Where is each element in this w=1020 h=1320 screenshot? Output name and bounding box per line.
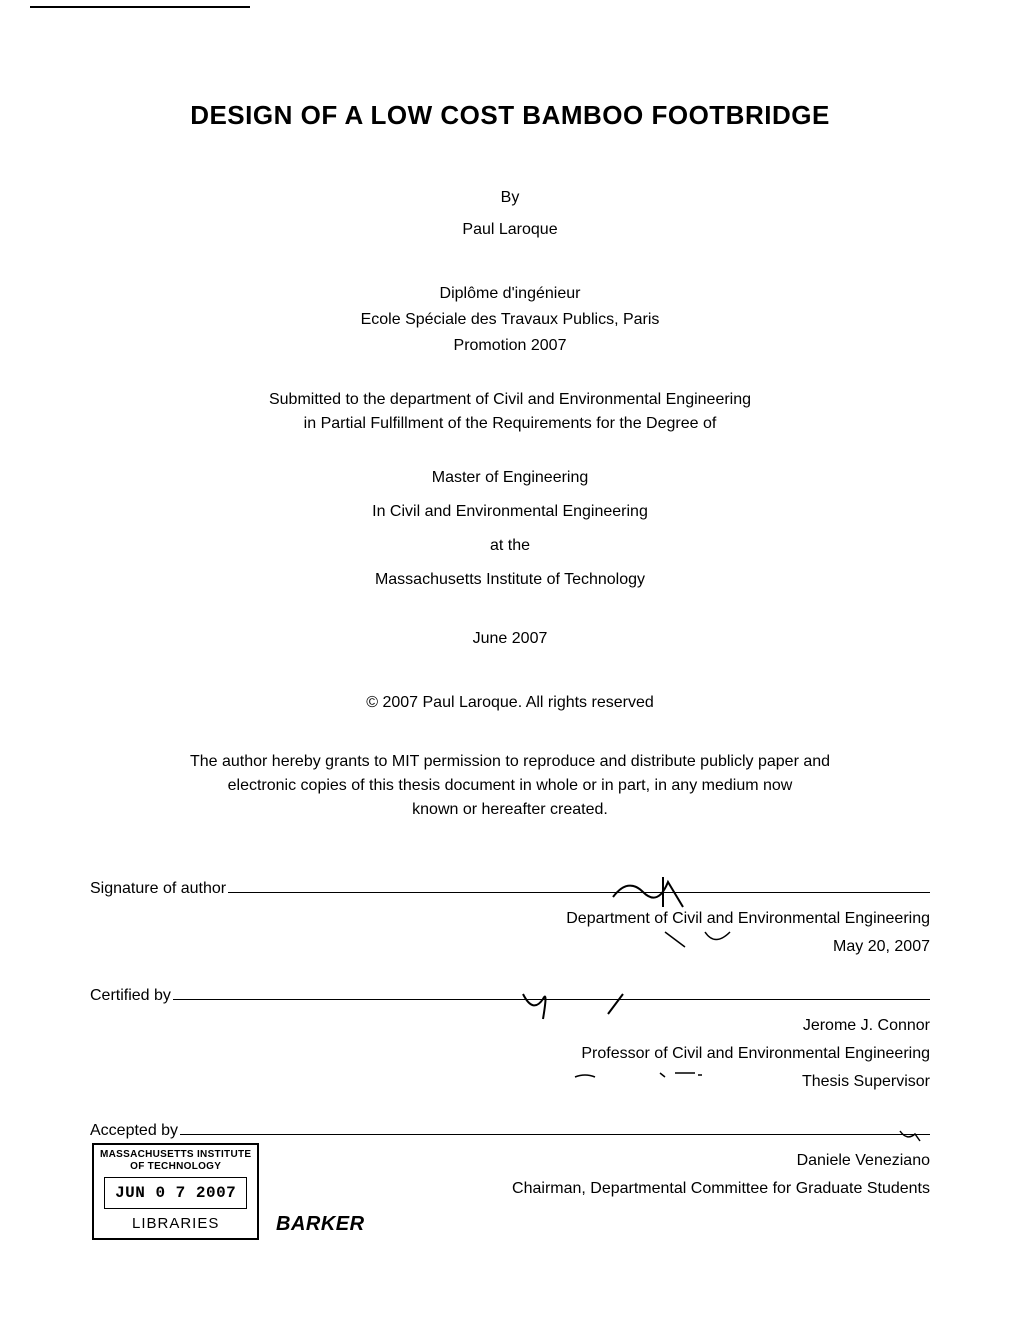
thesis-title-page: DESIGN OF A LOW COST BAMBOO FOOTBRIDGE B… — [0, 0, 1020, 1320]
certified-signature-line — [173, 999, 930, 1000]
author-signature-line — [228, 892, 930, 893]
thesis-title: DESIGN OF A LOW COST BAMBOO FOOTBRIDGE — [90, 100, 930, 131]
accepted-label: Accepted by — [90, 1119, 178, 1143]
author-signature-date: May 20, 2007 — [833, 938, 930, 955]
certified-role: Thesis Supervisor — [802, 1073, 930, 1090]
degree-line: In Civil and Environmental Engineering — [90, 500, 930, 524]
certified-label: Certified by — [90, 984, 171, 1008]
stamp-date: JUN 0 7 2007 — [104, 1177, 247, 1209]
copyright-notice: © 2007 Paul Laroque. All rights reserved — [90, 691, 930, 715]
author-signature-label: Signature of author — [90, 877, 226, 901]
stamp-libraries: LIBRARIES — [100, 1213, 251, 1234]
accepted-signature-line — [180, 1134, 930, 1135]
permission-line: electronic copies of this thesis documen… — [90, 774, 930, 798]
completion-date: June 2007 — [90, 627, 930, 651]
permission-block: The author hereby grants to MIT permissi… — [90, 750, 930, 822]
credential-line: Promotion 2007 — [90, 334, 930, 358]
credential-line: Ecole Spéciale des Travaux Publics, Pari… — [90, 308, 930, 332]
by-label: By — [90, 186, 930, 210]
library-stamp: MASSACHUSETTS INSTITUTE OF TECHNOLOGY JU… — [92, 1143, 259, 1240]
certified-details: Jerome J. Connor Professor of Civil and … — [90, 1014, 930, 1094]
author-signature-details: Department of Civil and Environmental En… — [90, 907, 930, 959]
author-name: Paul Laroque — [90, 218, 930, 242]
signature-mark-icon — [570, 1065, 730, 1085]
certified-name: Jerome J. Connor — [90, 1014, 930, 1038]
degree-line: Master of Engineering — [90, 466, 930, 490]
degree-block: Master of Engineering In Civil and Envir… — [90, 466, 930, 592]
permission-line: The author hereby grants to MIT permissi… — [90, 750, 930, 774]
permission-line: known or hereafter created. — [90, 798, 930, 822]
barker-stamp: BARKER — [276, 1213, 365, 1236]
stamp-institution: MASSACHUSETTS INSTITUTE OF TECHNOLOGY — [100, 1149, 251, 1173]
author-block: By Paul Laroque Diplôme d'ingénieur Ecol… — [90, 186, 930, 822]
certified-title: Professor of Civil and Environmental Eng… — [90, 1042, 930, 1066]
author-department: Department of Civil and Environmental En… — [90, 907, 930, 931]
author-signature-row: Signature of author — [90, 877, 930, 901]
submitted-line: in Partial Fulfillment of the Requiremen… — [90, 412, 930, 436]
credential-line: Diplôme d'ingénieur — [90, 282, 930, 306]
degree-line: Massachusetts Institute of Technology — [90, 568, 930, 592]
signature-mark-icon — [895, 1126, 925, 1146]
credential-block: Diplôme d'ingénieur Ecole Spéciale des T… — [90, 282, 930, 358]
submitted-line: Submitted to the department of Civil and… — [90, 388, 930, 412]
certified-signature-row: Certified by — [90, 984, 930, 1008]
degree-line: at the — [90, 534, 930, 558]
signature-mark-icon — [608, 872, 728, 912]
accepted-signature-row: Accepted by — [90, 1119, 930, 1143]
submitted-block: Submitted to the department of Civil and… — [90, 388, 930, 436]
